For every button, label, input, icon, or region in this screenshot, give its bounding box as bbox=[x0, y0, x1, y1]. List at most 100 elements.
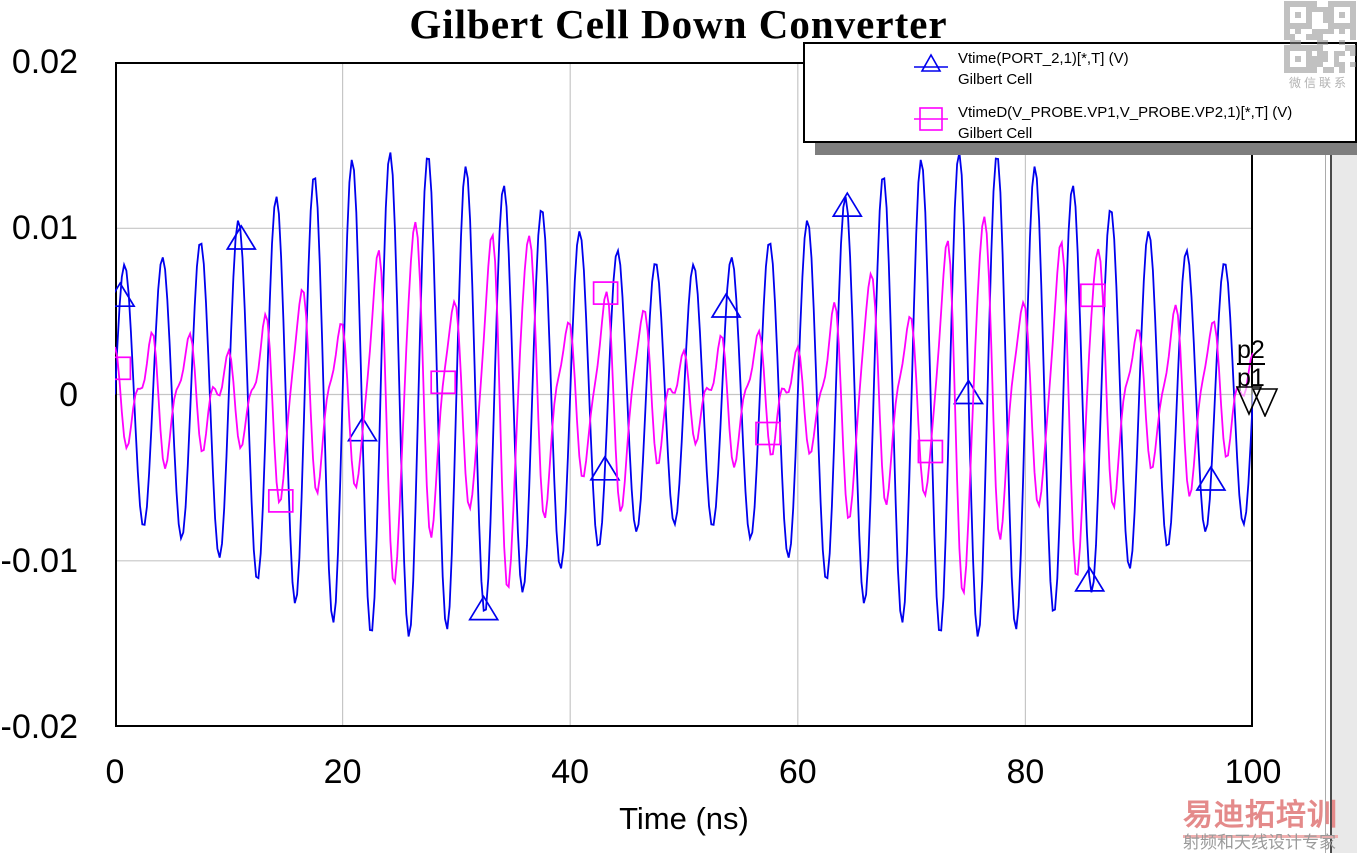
qr-cell bbox=[1311, 67, 1317, 73]
qr-cell bbox=[1311, 45, 1317, 51]
qr-cell bbox=[1311, 56, 1317, 62]
qr-cell bbox=[1339, 1, 1345, 7]
qr-cell bbox=[1350, 17, 1356, 23]
qr-cell bbox=[1306, 1, 1312, 7]
legend-label: Vtime(PORT_2,1)[*,T] (V) bbox=[958, 50, 1129, 67]
qr-cell bbox=[1306, 61, 1312, 67]
qr-cell bbox=[1322, 12, 1328, 18]
qr-cell bbox=[1284, 45, 1290, 51]
qr-cell bbox=[1300, 1, 1306, 7]
square-data-marker bbox=[115, 356, 132, 381]
square-data-marker bbox=[267, 489, 294, 513]
triangle-data-marker bbox=[589, 455, 621, 481]
qr-cell bbox=[1333, 56, 1339, 62]
y-tick-label: -0.01 bbox=[0, 541, 79, 580]
trace-vtimed-probe bbox=[115, 216, 1253, 596]
qr-cell bbox=[1284, 56, 1290, 62]
qr-cell bbox=[1284, 17, 1290, 23]
qr-cell bbox=[1284, 61, 1290, 67]
qr-cell bbox=[1322, 17, 1328, 23]
qr-cell bbox=[1306, 45, 1312, 51]
qr-cell bbox=[1295, 67, 1301, 73]
qr-cell bbox=[1344, 23, 1350, 29]
qr-cell bbox=[1328, 12, 1334, 18]
legend-sublabel: Gilbert Cell bbox=[958, 125, 1033, 142]
qr-cell bbox=[1350, 67, 1356, 73]
trace-vtime-port2 bbox=[115, 152, 1253, 637]
triangle-data-marker bbox=[1074, 566, 1106, 592]
trace-end-label-p2[interactable]: p2 bbox=[1237, 336, 1265, 365]
qr-cell bbox=[1350, 50, 1356, 56]
qr-cell bbox=[1311, 6, 1317, 12]
qr-cell bbox=[1284, 28, 1290, 34]
qr-cell bbox=[1306, 23, 1312, 29]
qr-cell bbox=[1328, 1, 1334, 7]
qr-cell bbox=[1333, 1, 1339, 7]
qr-cell bbox=[1328, 28, 1334, 34]
qr-cell bbox=[1295, 1, 1301, 7]
qr-cell bbox=[1333, 61, 1339, 67]
triangle-data-marker bbox=[952, 378, 985, 405]
square-data-marker bbox=[1079, 283, 1106, 308]
qr-cell bbox=[1350, 6, 1356, 12]
scrollbar-track[interactable] bbox=[1332, 155, 1357, 853]
qr-cell bbox=[1295, 28, 1301, 34]
qr-cell bbox=[1295, 56, 1301, 62]
qr-cell bbox=[1328, 17, 1334, 23]
qr-cell bbox=[1289, 1, 1295, 7]
qr-cell bbox=[1284, 23, 1290, 29]
qr-cell bbox=[1322, 6, 1328, 12]
qr-cell bbox=[1339, 23, 1345, 29]
qr-cell bbox=[1289, 39, 1295, 45]
trace-end-flag-icon bbox=[1235, 386, 1279, 417]
qr-cell bbox=[1306, 67, 1312, 73]
qr-cell bbox=[1295, 12, 1301, 18]
qr-cell bbox=[1350, 28, 1356, 34]
legend-label: VtimeD(V_PROBE.VP1,V_PROBE.VP2,1)[*,T] (… bbox=[958, 104, 1293, 121]
qr-cell bbox=[1284, 1, 1290, 7]
window-edge-line bbox=[1325, 155, 1326, 853]
qr-cell bbox=[1322, 56, 1328, 62]
y-tick-label: -0.02 bbox=[0, 708, 79, 746]
qr-cell bbox=[1322, 39, 1328, 45]
qr-cell bbox=[1306, 12, 1312, 18]
qr-cell bbox=[1350, 12, 1356, 18]
x-tick-label: 80 bbox=[1006, 753, 1045, 791]
qr-cell bbox=[1306, 56, 1312, 62]
qr-cell bbox=[1333, 50, 1339, 56]
qr-cell bbox=[1284, 6, 1290, 12]
qr-cell bbox=[1311, 1, 1317, 7]
square-marker-icon bbox=[914, 107, 948, 131]
qr-cell bbox=[1322, 67, 1328, 73]
qr-cell bbox=[1322, 28, 1328, 34]
y-tick-label: 0 bbox=[59, 375, 78, 414]
qr-cell bbox=[1350, 23, 1356, 29]
qr-cell bbox=[1328, 67, 1334, 73]
triangle-data-marker bbox=[1195, 465, 1227, 491]
qr-cell bbox=[1289, 34, 1295, 40]
qr-cell bbox=[1317, 28, 1323, 34]
qr-cell bbox=[1339, 61, 1345, 67]
y-tick-label: 0.01 bbox=[11, 209, 78, 248]
qr-cell bbox=[1306, 50, 1312, 56]
qr-cell bbox=[1350, 1, 1356, 7]
qr-cell bbox=[1295, 39, 1301, 45]
legend-sublabel: Gilbert Cell bbox=[958, 71, 1033, 88]
qr-cell bbox=[1306, 34, 1312, 40]
qr-cell bbox=[1328, 6, 1334, 12]
legend-entry-vtimed: VtimeD(V_PROBE.VP1,V_PROBE.VP2,1)[*,T] (… bbox=[913, 102, 1292, 144]
qr-cell bbox=[1311, 61, 1317, 67]
legend[interactable]: Vtime(PORT_2,1)[*,T] (V) Gilbert Cell Vt… bbox=[803, 42, 1357, 143]
qr-cell bbox=[1306, 6, 1312, 12]
triangle-data-marker bbox=[831, 191, 863, 217]
triangle-marker-icon bbox=[914, 53, 948, 72]
qr-cell bbox=[1317, 50, 1323, 56]
square-data-marker bbox=[917, 439, 944, 464]
x-tick-label: 0 bbox=[105, 753, 125, 791]
legend-shadow bbox=[815, 143, 1357, 155]
qr-cell bbox=[1289, 45, 1295, 51]
qr-cell bbox=[1350, 61, 1356, 67]
x-axis-title: Time (ns) bbox=[619, 801, 749, 836]
qr-cell bbox=[1284, 50, 1290, 56]
qr-cell bbox=[1322, 50, 1328, 56]
